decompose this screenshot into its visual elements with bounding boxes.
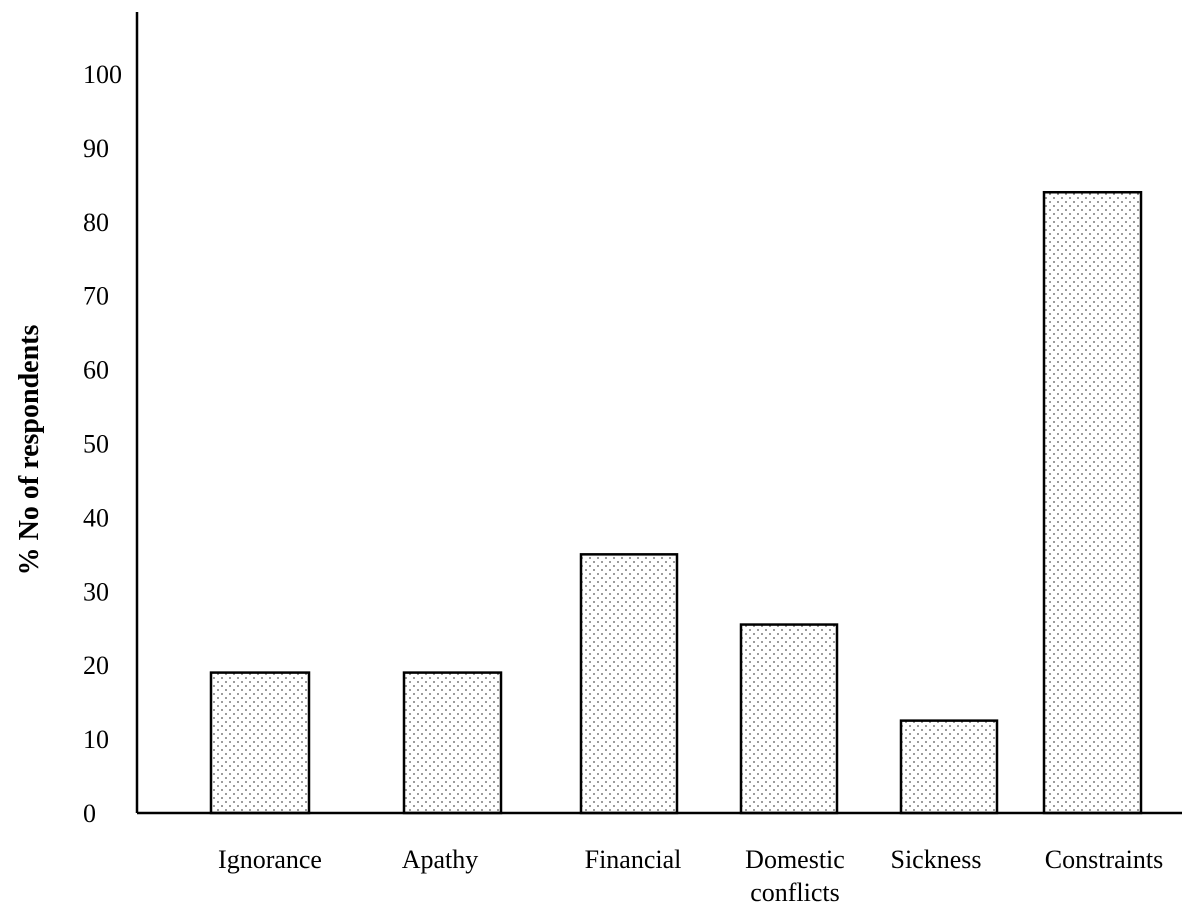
y-axis-title: % No of respondents	[14, 325, 45, 576]
y-tick-label: 60	[83, 356, 109, 385]
y-tick-label: 100	[83, 60, 122, 89]
x-tick-label: conflicts	[750, 878, 840, 907]
x-tick-label: Sickness	[891, 845, 982, 874]
y-tick-label: 70	[83, 282, 109, 311]
bar	[402, 671, 503, 815]
y-tick-label: 0	[83, 799, 96, 828]
y-tick-labels: 0 10 20 30 40 50 60 70 80 90 100	[83, 60, 122, 828]
x-tick-label: Ignorance	[218, 845, 322, 874]
bar	[1042, 190, 1143, 815]
bar	[899, 719, 999, 815]
x-tick-label: Domestic	[745, 845, 845, 874]
y-tick-label: 30	[83, 577, 109, 606]
bar	[579, 553, 679, 815]
x-tick-label: Financial	[585, 845, 682, 874]
bar	[209, 671, 311, 815]
x-tick-label: Apathy	[402, 845, 479, 874]
bars	[209, 190, 1143, 815]
y-tick-label: 40	[83, 503, 109, 532]
x-tick-label: Constraints	[1045, 845, 1163, 874]
y-tick-label: 50	[83, 430, 109, 459]
y-tick-label: 10	[83, 725, 109, 754]
bar	[739, 623, 839, 815]
y-tick-label: 20	[83, 651, 109, 680]
x-tick-labels: Ignorance Apathy Financial Domestic conflict…	[218, 845, 1163, 907]
y-tick-label: 90	[83, 134, 109, 163]
y-tick-label: 80	[83, 208, 109, 237]
